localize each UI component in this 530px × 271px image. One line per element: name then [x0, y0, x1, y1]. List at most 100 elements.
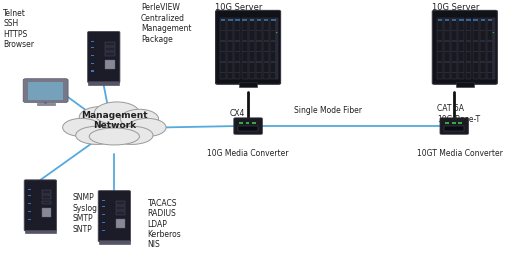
Bar [102, 222, 105, 223]
Ellipse shape [94, 102, 139, 125]
FancyBboxPatch shape [432, 10, 497, 84]
Bar [91, 63, 94, 64]
Bar [235, 40, 240, 42]
Bar [465, 18, 472, 79]
Bar [228, 30, 233, 31]
Bar [228, 51, 233, 52]
Bar [488, 40, 493, 42]
Bar [451, 18, 457, 79]
Bar [473, 62, 478, 63]
Bar [249, 72, 254, 73]
Text: 10G Media Converter: 10G Media Converter [207, 149, 288, 158]
Bar [480, 72, 485, 73]
Bar [481, 19, 485, 21]
Bar [263, 51, 269, 52]
Bar [452, 51, 457, 52]
Bar [487, 18, 493, 79]
Bar [28, 82, 63, 99]
Ellipse shape [120, 109, 158, 128]
Bar [459, 72, 464, 73]
Bar [227, 18, 233, 79]
Bar [456, 82, 474, 87]
Bar [242, 72, 247, 73]
Bar [242, 19, 247, 21]
Ellipse shape [76, 126, 118, 144]
Bar [445, 19, 449, 21]
Bar [228, 72, 233, 73]
Bar [271, 30, 276, 31]
Bar [444, 40, 449, 42]
Bar [438, 19, 442, 21]
Text: SNMP
Syslog
SMTP
SNTP: SNMP Syslog SMTP SNTP [72, 193, 97, 234]
Bar [459, 40, 464, 42]
FancyBboxPatch shape [87, 31, 120, 83]
Bar [102, 200, 105, 201]
Bar [452, 40, 457, 42]
Bar [238, 126, 258, 131]
Bar [242, 62, 247, 63]
Bar [473, 19, 478, 21]
Text: 10G Server: 10G Server [215, 4, 262, 12]
Text: CAT 6A
10G-Base-T: CAT 6A 10G-Base-T [437, 105, 481, 124]
Bar [235, 51, 240, 52]
Bar [249, 62, 254, 63]
Bar [220, 62, 226, 63]
Bar [466, 40, 471, 42]
Ellipse shape [111, 126, 153, 144]
Text: Management
Network: Management Network [81, 111, 148, 130]
FancyBboxPatch shape [216, 10, 280, 84]
Bar [459, 30, 464, 31]
Bar [242, 30, 247, 31]
Bar [28, 219, 31, 220]
Bar [473, 51, 478, 52]
Bar [257, 30, 262, 31]
Bar [257, 72, 262, 73]
Bar [239, 82, 257, 87]
Bar [235, 72, 240, 73]
Bar [249, 40, 254, 42]
Bar [437, 40, 443, 42]
Bar [488, 72, 493, 73]
Bar [437, 72, 443, 73]
Bar [488, 62, 493, 63]
Bar [116, 201, 125, 205]
Bar [437, 62, 443, 63]
Bar [445, 122, 449, 124]
Bar [242, 40, 247, 42]
Bar [459, 62, 464, 63]
Bar [263, 30, 269, 31]
Circle shape [492, 32, 494, 33]
Bar [480, 18, 486, 79]
Bar [488, 51, 493, 52]
Bar [466, 51, 471, 52]
Bar [234, 18, 241, 79]
Bar [116, 219, 125, 228]
Bar [271, 19, 276, 21]
Bar [37, 103, 55, 105]
Bar [263, 18, 269, 79]
Bar [459, 51, 464, 52]
Bar [488, 19, 492, 21]
Bar [245, 122, 249, 124]
Bar [452, 122, 455, 124]
Bar [235, 19, 240, 21]
Bar [99, 240, 130, 244]
Bar [444, 62, 449, 63]
Bar [264, 19, 268, 21]
Bar [444, 126, 464, 131]
FancyBboxPatch shape [234, 118, 262, 134]
Bar [458, 18, 464, 79]
Text: TACACS
RADIUS
LDAP
Kerberos
NIS: TACACS RADIUS LDAP Kerberos NIS [148, 199, 181, 250]
Bar [91, 55, 94, 56]
Bar [257, 51, 262, 52]
Bar [473, 18, 479, 79]
Bar [220, 40, 226, 42]
Circle shape [276, 32, 278, 33]
Bar [466, 72, 471, 73]
Bar [263, 72, 269, 73]
Bar [263, 62, 269, 63]
Text: CX4: CX4 [229, 109, 245, 118]
Bar [91, 47, 94, 48]
Bar [257, 62, 262, 63]
Bar [480, 30, 485, 31]
